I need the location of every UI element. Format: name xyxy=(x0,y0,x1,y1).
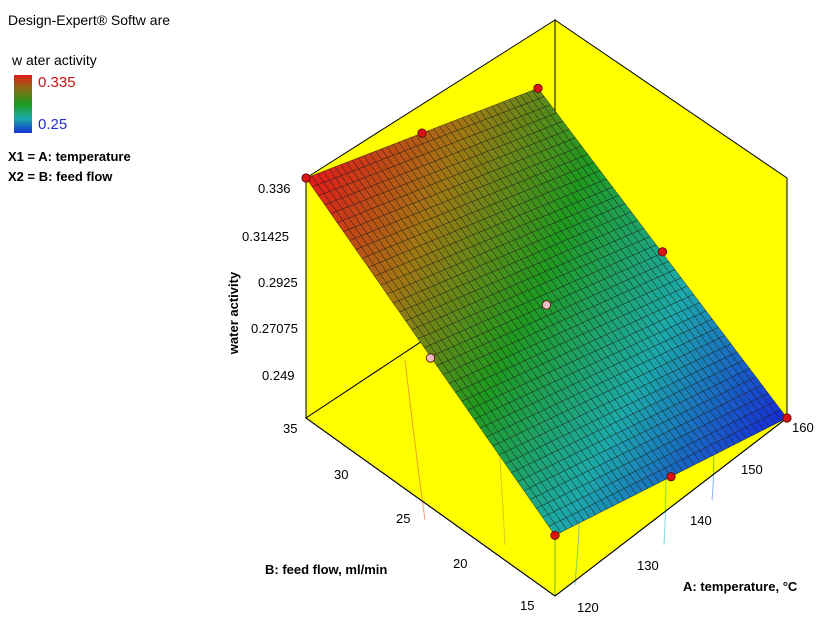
x-tick-label: 130 xyxy=(637,558,659,573)
design-point xyxy=(417,128,427,138)
design-point xyxy=(782,413,792,423)
y-tick-label: 25 xyxy=(396,511,410,526)
legend-color-bar xyxy=(14,75,32,133)
y-tick-label: 15 xyxy=(520,598,534,613)
floor-contour-a xyxy=(404,359,426,521)
x-axis-label: A: temperature, °C xyxy=(683,579,798,594)
design-point xyxy=(657,247,668,257)
y-tick-label: 20 xyxy=(453,556,467,571)
design-point xyxy=(425,353,436,363)
design-point xyxy=(666,472,676,482)
software-title: Design-Expert® Softw are xyxy=(8,12,171,28)
factor-x2-label: X2 = B: feed flow xyxy=(8,169,113,184)
x-tick-label: 150 xyxy=(741,462,763,477)
y-tick-label: 30 xyxy=(334,467,348,482)
response-surface xyxy=(305,88,788,536)
y-tick-label: 35 xyxy=(283,421,297,436)
factor-x1-label: X1 = A: temperature xyxy=(8,149,131,164)
z-tick-label: 0.249 xyxy=(262,368,295,383)
legend-title: w ater activity xyxy=(12,52,97,68)
axis-line-feed-flow xyxy=(305,417,556,597)
z-tick-label: 0.31425 xyxy=(242,229,289,244)
design-point xyxy=(533,83,543,93)
design-point xyxy=(550,530,560,540)
x-tick-label: 140 xyxy=(690,513,712,528)
axis-line-temperature xyxy=(554,417,788,597)
x-tick-label: 160 xyxy=(792,420,814,435)
x-tick-label: 120 xyxy=(577,600,599,615)
design-point xyxy=(301,173,311,183)
design-point xyxy=(541,300,552,310)
legend-max-label: 0.335 xyxy=(38,74,76,91)
z-axis-label: water activity xyxy=(226,271,241,355)
y-axis-label: B: feed flow, ml/min xyxy=(265,562,387,577)
z-tick-label: 0.2925 xyxy=(258,275,298,290)
design-points xyxy=(301,83,792,540)
z-tick-label: 0.336 xyxy=(258,181,291,196)
z-tick-label: 0.27075 xyxy=(251,321,298,336)
legend-min-label: 0.25 xyxy=(38,116,68,133)
